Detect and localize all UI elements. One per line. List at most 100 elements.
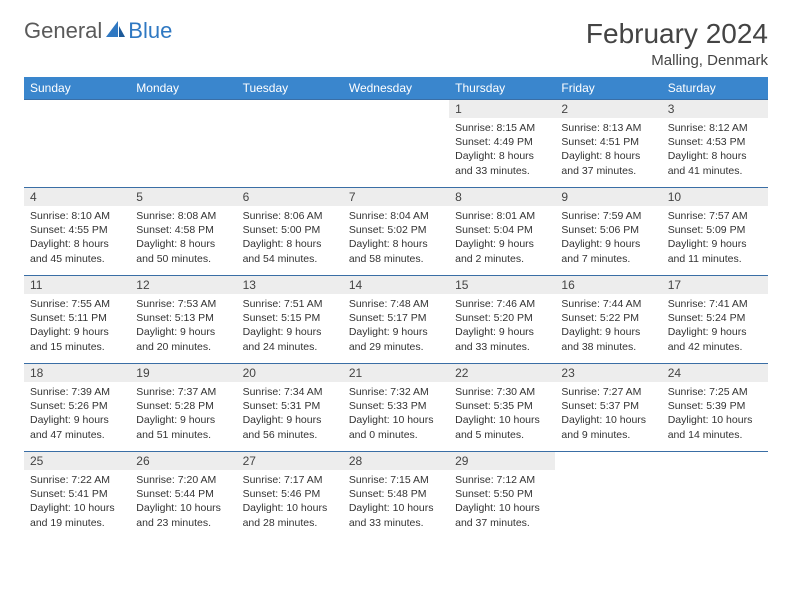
day-details: Sunrise: 7:39 AMSunset: 5:26 PMDaylight:… [24,382,130,448]
col-header-friday: Friday [555,77,661,100]
day-cell: 13Sunrise: 7:51 AMSunset: 5:15 PMDayligh… [237,276,343,364]
col-header-sunday: Sunday [24,77,130,100]
day-number: 2 [555,100,661,118]
day-details: Sunrise: 8:06 AMSunset: 5:00 PMDaylight:… [237,206,343,272]
day-cell: 3Sunrise: 8:12 AMSunset: 4:53 PMDaylight… [662,100,768,188]
day-cell [130,100,236,188]
table-row: 4Sunrise: 8:10 AMSunset: 4:55 PMDaylight… [24,188,768,276]
table-row: 1Sunrise: 8:15 AMSunset: 4:49 PMDaylight… [24,100,768,188]
location-label: Malling, Denmark [586,52,768,69]
day-cell [662,452,768,540]
day-cell: 26Sunrise: 7:20 AMSunset: 5:44 PMDayligh… [130,452,236,540]
day-number: 27 [237,452,343,470]
logo: General Blue [24,18,172,44]
day-details: Sunrise: 7:30 AMSunset: 5:35 PMDaylight:… [449,382,555,448]
table-row: 18Sunrise: 7:39 AMSunset: 5:26 PMDayligh… [24,364,768,452]
day-details: Sunrise: 7:12 AMSunset: 5:50 PMDaylight:… [449,470,555,536]
day-cell: 2Sunrise: 8:13 AMSunset: 4:51 PMDaylight… [555,100,661,188]
day-cell: 28Sunrise: 7:15 AMSunset: 5:48 PMDayligh… [343,452,449,540]
day-cell: 22Sunrise: 7:30 AMSunset: 5:35 PMDayligh… [449,364,555,452]
day-cell: 12Sunrise: 7:53 AMSunset: 5:13 PMDayligh… [130,276,236,364]
day-number: 18 [24,364,130,382]
day-cell: 19Sunrise: 7:37 AMSunset: 5:28 PMDayligh… [130,364,236,452]
day-cell [237,100,343,188]
day-details: Sunrise: 7:55 AMSunset: 5:11 PMDaylight:… [24,294,130,360]
day-cell [24,100,130,188]
day-number: 13 [237,276,343,294]
day-number: 4 [24,188,130,206]
day-details: Sunrise: 7:17 AMSunset: 5:46 PMDaylight:… [237,470,343,536]
day-cell: 10Sunrise: 7:57 AMSunset: 5:09 PMDayligh… [662,188,768,276]
day-details: Sunrise: 7:59 AMSunset: 5:06 PMDaylight:… [555,206,661,272]
day-number: 12 [130,276,236,294]
day-cell: 11Sunrise: 7:55 AMSunset: 5:11 PMDayligh… [24,276,130,364]
col-header-thursday: Thursday [449,77,555,100]
day-details: Sunrise: 7:27 AMSunset: 5:37 PMDaylight:… [555,382,661,448]
logo-text-blue: Blue [128,18,172,44]
day-number: 19 [130,364,236,382]
day-number: 7 [343,188,449,206]
day-details: Sunrise: 8:10 AMSunset: 4:55 PMDaylight:… [24,206,130,272]
day-cell: 23Sunrise: 7:27 AMSunset: 5:37 PMDayligh… [555,364,661,452]
day-details: Sunrise: 7:20 AMSunset: 5:44 PMDaylight:… [130,470,236,536]
day-details: Sunrise: 7:15 AMSunset: 5:48 PMDaylight:… [343,470,449,536]
day-details: Sunrise: 7:46 AMSunset: 5:20 PMDaylight:… [449,294,555,360]
day-details: Sunrise: 8:08 AMSunset: 4:58 PMDaylight:… [130,206,236,272]
day-number: 3 [662,100,768,118]
day-number: 23 [555,364,661,382]
day-cell: 18Sunrise: 7:39 AMSunset: 5:26 PMDayligh… [24,364,130,452]
day-number: 10 [662,188,768,206]
day-cell: 17Sunrise: 7:41 AMSunset: 5:24 PMDayligh… [662,276,768,364]
day-cell: 24Sunrise: 7:25 AMSunset: 5:39 PMDayligh… [662,364,768,452]
day-number: 6 [237,188,343,206]
day-cell: 20Sunrise: 7:34 AMSunset: 5:31 PMDayligh… [237,364,343,452]
day-cell: 4Sunrise: 8:10 AMSunset: 4:55 PMDaylight… [24,188,130,276]
day-number: 24 [662,364,768,382]
col-header-tuesday: Tuesday [237,77,343,100]
page-title: February 2024 [586,18,768,50]
day-number: 16 [555,276,661,294]
day-details: Sunrise: 7:41 AMSunset: 5:24 PMDaylight:… [662,294,768,360]
day-details: Sunrise: 8:13 AMSunset: 4:51 PMDaylight:… [555,118,661,184]
day-details: Sunrise: 7:57 AMSunset: 5:09 PMDaylight:… [662,206,768,272]
day-details: Sunrise: 8:01 AMSunset: 5:04 PMDaylight:… [449,206,555,272]
header: General Blue February 2024 Malling, Denm… [24,18,768,69]
day-details: Sunrise: 8:12 AMSunset: 4:53 PMDaylight:… [662,118,768,184]
day-number: 5 [130,188,236,206]
day-details: Sunrise: 8:04 AMSunset: 5:02 PMDaylight:… [343,206,449,272]
calendar-head: SundayMondayTuesdayWednesdayThursdayFrid… [24,77,768,100]
day-details: Sunrise: 7:51 AMSunset: 5:15 PMDaylight:… [237,294,343,360]
day-cell [343,100,449,188]
day-cell: 25Sunrise: 7:22 AMSunset: 5:41 PMDayligh… [24,452,130,540]
day-number: 29 [449,452,555,470]
day-cell: 9Sunrise: 7:59 AMSunset: 5:06 PMDaylight… [555,188,661,276]
day-number: 9 [555,188,661,206]
day-cell: 7Sunrise: 8:04 AMSunset: 5:02 PMDaylight… [343,188,449,276]
day-details: Sunrise: 7:53 AMSunset: 5:13 PMDaylight:… [130,294,236,360]
day-number: 8 [449,188,555,206]
day-cell: 16Sunrise: 7:44 AMSunset: 5:22 PMDayligh… [555,276,661,364]
day-cell [555,452,661,540]
day-details: Sunrise: 7:25 AMSunset: 5:39 PMDaylight:… [662,382,768,448]
day-details: Sunrise: 8:15 AMSunset: 4:49 PMDaylight:… [449,118,555,184]
day-number: 14 [343,276,449,294]
day-number: 21 [343,364,449,382]
day-details: Sunrise: 7:44 AMSunset: 5:22 PMDaylight:… [555,294,661,360]
logo-sail-icon [104,19,126,44]
col-header-monday: Monday [130,77,236,100]
col-header-wednesday: Wednesday [343,77,449,100]
day-number: 28 [343,452,449,470]
day-number: 15 [449,276,555,294]
day-number: 25 [24,452,130,470]
day-cell: 29Sunrise: 7:12 AMSunset: 5:50 PMDayligh… [449,452,555,540]
day-cell: 6Sunrise: 8:06 AMSunset: 5:00 PMDaylight… [237,188,343,276]
title-block: February 2024 Malling, Denmark [586,18,768,69]
day-number: 17 [662,276,768,294]
calendar-table: SundayMondayTuesdayWednesdayThursdayFrid… [24,77,768,540]
day-cell: 5Sunrise: 8:08 AMSunset: 4:58 PMDaylight… [130,188,236,276]
day-cell: 15Sunrise: 7:46 AMSunset: 5:20 PMDayligh… [449,276,555,364]
day-cell: 14Sunrise: 7:48 AMSunset: 5:17 PMDayligh… [343,276,449,364]
day-details: Sunrise: 7:22 AMSunset: 5:41 PMDaylight:… [24,470,130,536]
day-details: Sunrise: 7:37 AMSunset: 5:28 PMDaylight:… [130,382,236,448]
logo-text-general: General [24,18,102,44]
